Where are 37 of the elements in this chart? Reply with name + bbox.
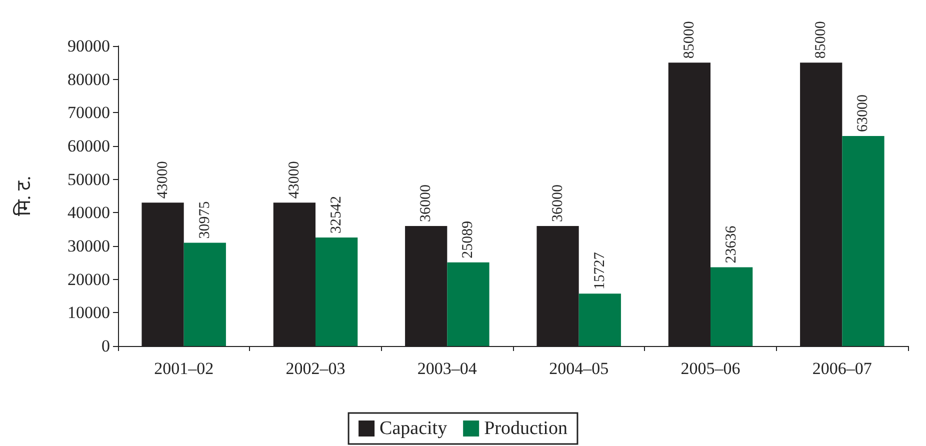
y-tick-label: 70000 bbox=[68, 103, 110, 122]
x-tick-label: 2006–07 bbox=[812, 359, 872, 378]
y-tick-label: 10000 bbox=[68, 303, 110, 322]
data-label: 30975 bbox=[196, 201, 213, 239]
data-label: 32542 bbox=[328, 196, 345, 234]
y-tick-label: 60000 bbox=[68, 136, 110, 156]
data-label: 43000 bbox=[286, 161, 302, 199]
x-tick-label: 2004–05 bbox=[549, 359, 609, 378]
data-label: 36000 bbox=[550, 184, 566, 222]
bar bbox=[184, 242, 226, 346]
legend-label: Production bbox=[484, 418, 568, 439]
y-tick-label: 20000 bbox=[68, 270, 110, 289]
data-label: 36000 bbox=[418, 184, 434, 222]
data-label: 85000 bbox=[681, 21, 698, 59]
data-label: 23636 bbox=[724, 225, 740, 264]
data-label: 25089 bbox=[460, 220, 476, 258]
y-tick-label: 50000 bbox=[68, 170, 110, 189]
x-tick-label: 2003–04 bbox=[417, 359, 478, 378]
y-axis-title: मि. ट. bbox=[12, 176, 35, 216]
y-tick-label: 30000 bbox=[68, 236, 110, 256]
bar bbox=[316, 238, 358, 346]
x-tick-label: 2002–03 bbox=[286, 359, 346, 378]
x-tick-label: 2001–02 bbox=[154, 359, 214, 378]
y-tick-label: 40000 bbox=[68, 203, 110, 222]
bar bbox=[447, 262, 490, 346]
bar bbox=[842, 136, 884, 346]
data-label: 15727 bbox=[592, 252, 608, 290]
bar bbox=[710, 267, 753, 346]
data-label: 43000 bbox=[154, 161, 171, 199]
y-tick-label: 80000 bbox=[68, 70, 110, 89]
y-tick-label: 0 bbox=[102, 336, 110, 356]
data-label: 63000 bbox=[855, 94, 872, 132]
bar bbox=[578, 294, 621, 346]
y-tick-label: 90000 bbox=[68, 36, 110, 56]
data-label: 85000 bbox=[813, 21, 830, 59]
x-tick-label: 2005–06 bbox=[680, 359, 740, 378]
legend-label: Capacity bbox=[380, 418, 448, 439]
